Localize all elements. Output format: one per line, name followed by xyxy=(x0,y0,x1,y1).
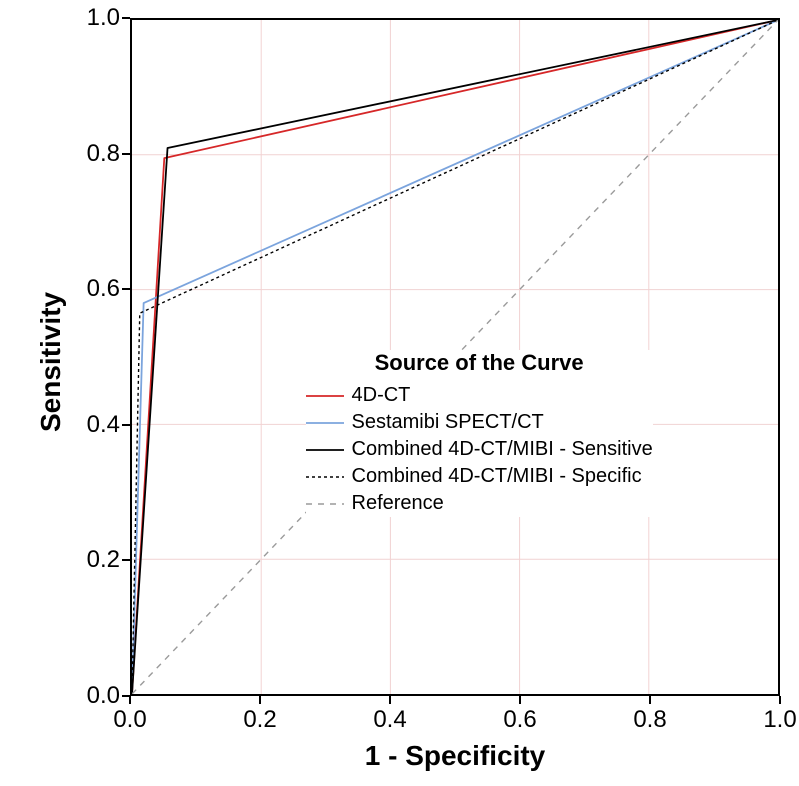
x-tick xyxy=(779,696,781,704)
legend-swatch xyxy=(306,441,344,459)
legend-item: Combined 4D-CT/MIBI - Specific xyxy=(306,463,653,490)
x-tick xyxy=(649,696,651,704)
y-tick-label: 0.4 xyxy=(72,411,120,439)
y-tick xyxy=(122,17,130,19)
legend-label: Reference xyxy=(352,490,444,517)
x-tick xyxy=(259,696,261,704)
legend-swatch xyxy=(306,387,344,405)
x-tick-label: 0.6 xyxy=(490,706,550,734)
legend-label: Combined 4D-CT/MIBI - Specific xyxy=(352,463,642,490)
x-tick xyxy=(519,696,521,704)
x-tick-label: 0.0 xyxy=(100,706,160,734)
x-tick-label: 1.0 xyxy=(750,706,799,734)
x-tick xyxy=(129,696,131,704)
y-axis-label: Sensitivity xyxy=(35,292,67,432)
legend-label: 4D-CT xyxy=(352,382,411,409)
legend-title: Source of the Curve xyxy=(306,350,653,376)
legend-label: Sestamibi SPECT/CT xyxy=(352,409,544,436)
x-tick-label: 0.4 xyxy=(360,706,420,734)
legend-item: Sestamibi SPECT/CT xyxy=(306,409,653,436)
y-tick-label: 1.0 xyxy=(72,4,120,32)
legend-item: 4D-CT xyxy=(306,382,653,409)
y-tick xyxy=(122,559,130,561)
y-tick-label: 0.6 xyxy=(72,275,120,303)
legend: Source of the Curve 4D-CTSestamibi SPECT… xyxy=(306,350,653,517)
legend-swatch xyxy=(306,468,344,486)
legend-item: Combined 4D-CT/MIBI - Sensitive xyxy=(306,436,653,463)
legend-item: Reference xyxy=(306,490,653,517)
x-tick-label: 0.8 xyxy=(620,706,680,734)
legend-label: Combined 4D-CT/MIBI - Sensitive xyxy=(352,436,653,463)
y-tick-label: 0.2 xyxy=(72,546,120,574)
x-tick-label: 0.2 xyxy=(230,706,290,734)
x-axis-label: 1 - Specificity xyxy=(130,740,780,772)
y-tick-label: 0.8 xyxy=(72,140,120,168)
x-tick xyxy=(389,696,391,704)
roc-chart: Sensitivity 1 - Specificity Source of th… xyxy=(0,0,799,786)
legend-swatch xyxy=(306,414,344,432)
y-tick xyxy=(122,288,130,290)
legend-swatch xyxy=(306,495,344,513)
y-tick xyxy=(122,424,130,426)
y-tick xyxy=(122,153,130,155)
